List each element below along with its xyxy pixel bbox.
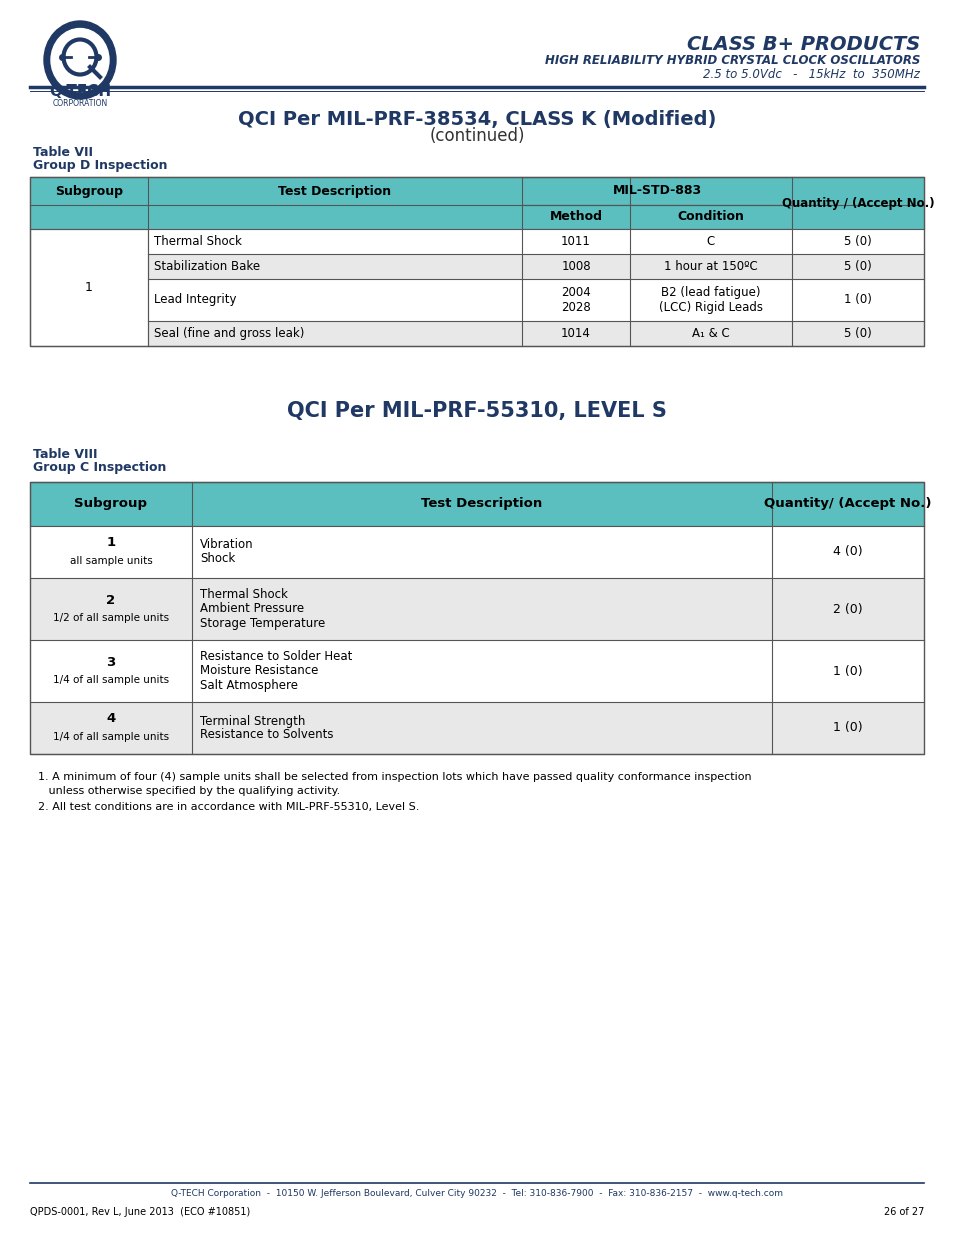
Text: 2: 2 bbox=[107, 594, 115, 606]
Text: Quantity/ (Accept No.): Quantity/ (Accept No.) bbox=[763, 498, 931, 510]
Text: Q-TECH: Q-TECH bbox=[49, 84, 111, 100]
Text: A₁ & C: A₁ & C bbox=[691, 327, 729, 340]
Bar bbox=[791, 177, 923, 228]
Text: Terminal Strength: Terminal Strength bbox=[200, 715, 305, 727]
Text: 1/2 of all sample units: 1/2 of all sample units bbox=[52, 613, 169, 622]
Text: Table VII: Table VII bbox=[33, 146, 92, 158]
Text: Resistance to Solvents: Resistance to Solvents bbox=[200, 729, 334, 741]
Text: 1/4 of all sample units: 1/4 of all sample units bbox=[52, 732, 169, 742]
Text: 26 of 27: 26 of 27 bbox=[882, 1207, 923, 1216]
Bar bbox=[30, 177, 923, 346]
Text: CORPORATION: CORPORATION bbox=[52, 100, 108, 109]
Ellipse shape bbox=[51, 28, 109, 91]
Bar bbox=[148, 177, 521, 228]
Text: Shock: Shock bbox=[200, 552, 235, 566]
Text: Test Description: Test Description bbox=[421, 498, 542, 510]
Bar bbox=[30, 482, 923, 755]
Text: 5 (0): 5 (0) bbox=[843, 235, 871, 248]
Text: B2 (lead fatigue)
(LCC) Rigid Leads: B2 (lead fatigue) (LCC) Rigid Leads bbox=[659, 287, 762, 314]
Text: Subgroup: Subgroup bbox=[74, 498, 148, 510]
Text: 1/4 of all sample units: 1/4 of all sample units bbox=[52, 676, 169, 685]
Bar bbox=[30, 228, 923, 254]
Text: 5 (0): 5 (0) bbox=[843, 261, 871, 273]
Bar bbox=[30, 578, 923, 640]
Text: Stabilization Bake: Stabilization Bake bbox=[153, 261, 260, 273]
Bar bbox=[30, 228, 148, 346]
Text: 1: 1 bbox=[85, 282, 92, 294]
Text: 1014: 1014 bbox=[560, 327, 590, 340]
Text: 1008: 1008 bbox=[560, 261, 590, 273]
Bar bbox=[30, 205, 923, 228]
Text: (continued): (continued) bbox=[429, 127, 524, 144]
Text: 5 (0): 5 (0) bbox=[843, 327, 871, 340]
Text: Salt Atmosphere: Salt Atmosphere bbox=[200, 678, 297, 692]
Text: Group C Inspection: Group C Inspection bbox=[33, 461, 166, 473]
Text: Condition: Condition bbox=[677, 210, 743, 224]
Text: Quantity / (Accept No.): Quantity / (Accept No.) bbox=[781, 196, 933, 210]
Text: 2 (0): 2 (0) bbox=[832, 603, 862, 615]
Text: MIL-STD-883: MIL-STD-883 bbox=[612, 184, 700, 198]
Bar bbox=[30, 321, 923, 346]
Text: QCI Per MIL-PRF-38534, CLASS K (Modified): QCI Per MIL-PRF-38534, CLASS K (Modified… bbox=[237, 110, 716, 128]
Bar bbox=[30, 177, 148, 228]
Text: 2. All test conditions are in accordance with MIL-PRF-55310, Level S.: 2. All test conditions are in accordance… bbox=[38, 802, 419, 811]
Text: 2.5 to 5.0Vdc   -   15kHz  to  350MHz: 2.5 to 5.0Vdc - 15kHz to 350MHz bbox=[702, 68, 919, 82]
Bar bbox=[30, 254, 923, 279]
Bar bbox=[30, 526, 923, 578]
Bar bbox=[30, 701, 923, 755]
Text: C: C bbox=[706, 235, 715, 248]
Text: Lead Integrity: Lead Integrity bbox=[153, 294, 236, 306]
Text: 1 hour at 150ºC: 1 hour at 150ºC bbox=[663, 261, 757, 273]
Text: CLASS B+ PRODUCTS: CLASS B+ PRODUCTS bbox=[686, 36, 919, 54]
Text: Group D Inspection: Group D Inspection bbox=[33, 158, 168, 172]
Text: Method: Method bbox=[549, 210, 602, 224]
Text: Ambient Pressure: Ambient Pressure bbox=[200, 603, 304, 615]
Text: 1 (0): 1 (0) bbox=[843, 294, 871, 306]
Text: Resistance to Solder Heat: Resistance to Solder Heat bbox=[200, 651, 352, 663]
Text: HIGH RELIABILITY HYBRID CRYSTAL CLOCK OSCILLATORS: HIGH RELIABILITY HYBRID CRYSTAL CLOCK OS… bbox=[544, 54, 919, 68]
Text: Storage Temperature: Storage Temperature bbox=[200, 616, 325, 630]
Text: QPDS-0001, Rev L, June 2013  (ECO #10851): QPDS-0001, Rev L, June 2013 (ECO #10851) bbox=[30, 1207, 250, 1216]
Ellipse shape bbox=[44, 21, 116, 99]
Text: 1 (0): 1 (0) bbox=[832, 664, 862, 678]
Bar bbox=[30, 482, 923, 526]
Text: Moisture Resistance: Moisture Resistance bbox=[200, 664, 318, 678]
Text: 4: 4 bbox=[107, 713, 115, 725]
Text: 2004
2028: 2004 2028 bbox=[560, 287, 590, 314]
Text: QCI Per MIL-PRF-55310, LEVEL S: QCI Per MIL-PRF-55310, LEVEL S bbox=[287, 401, 666, 421]
Text: 3: 3 bbox=[107, 656, 115, 668]
Text: Test Description: Test Description bbox=[278, 184, 391, 198]
Text: Thermal Shock: Thermal Shock bbox=[153, 235, 242, 248]
Text: 1. A minimum of four (4) sample units shall be selected from inspection lots whi: 1. A minimum of four (4) sample units sh… bbox=[38, 772, 751, 782]
Text: Subgroup: Subgroup bbox=[55, 184, 123, 198]
Text: Thermal Shock: Thermal Shock bbox=[200, 589, 288, 601]
Text: 1011: 1011 bbox=[560, 235, 590, 248]
Text: Table VIII: Table VIII bbox=[33, 447, 97, 461]
Text: Vibration: Vibration bbox=[200, 538, 253, 552]
Bar bbox=[30, 640, 923, 701]
Bar bbox=[30, 279, 923, 321]
Text: unless otherwise specified by the qualifying activity.: unless otherwise specified by the qualif… bbox=[38, 785, 340, 797]
Text: Seal (fine and gross leak): Seal (fine and gross leak) bbox=[153, 327, 304, 340]
Bar bbox=[30, 177, 923, 205]
Text: Q-TECH Corporation  -  10150 W. Jefferson Boulevard, Culver City 90232  -  Tel: : Q-TECH Corporation - 10150 W. Jefferson … bbox=[171, 1189, 782, 1198]
Text: 4 (0): 4 (0) bbox=[832, 546, 862, 558]
Text: 1 (0): 1 (0) bbox=[832, 721, 862, 735]
Text: all sample units: all sample units bbox=[70, 556, 152, 566]
Text: 1: 1 bbox=[107, 536, 115, 550]
